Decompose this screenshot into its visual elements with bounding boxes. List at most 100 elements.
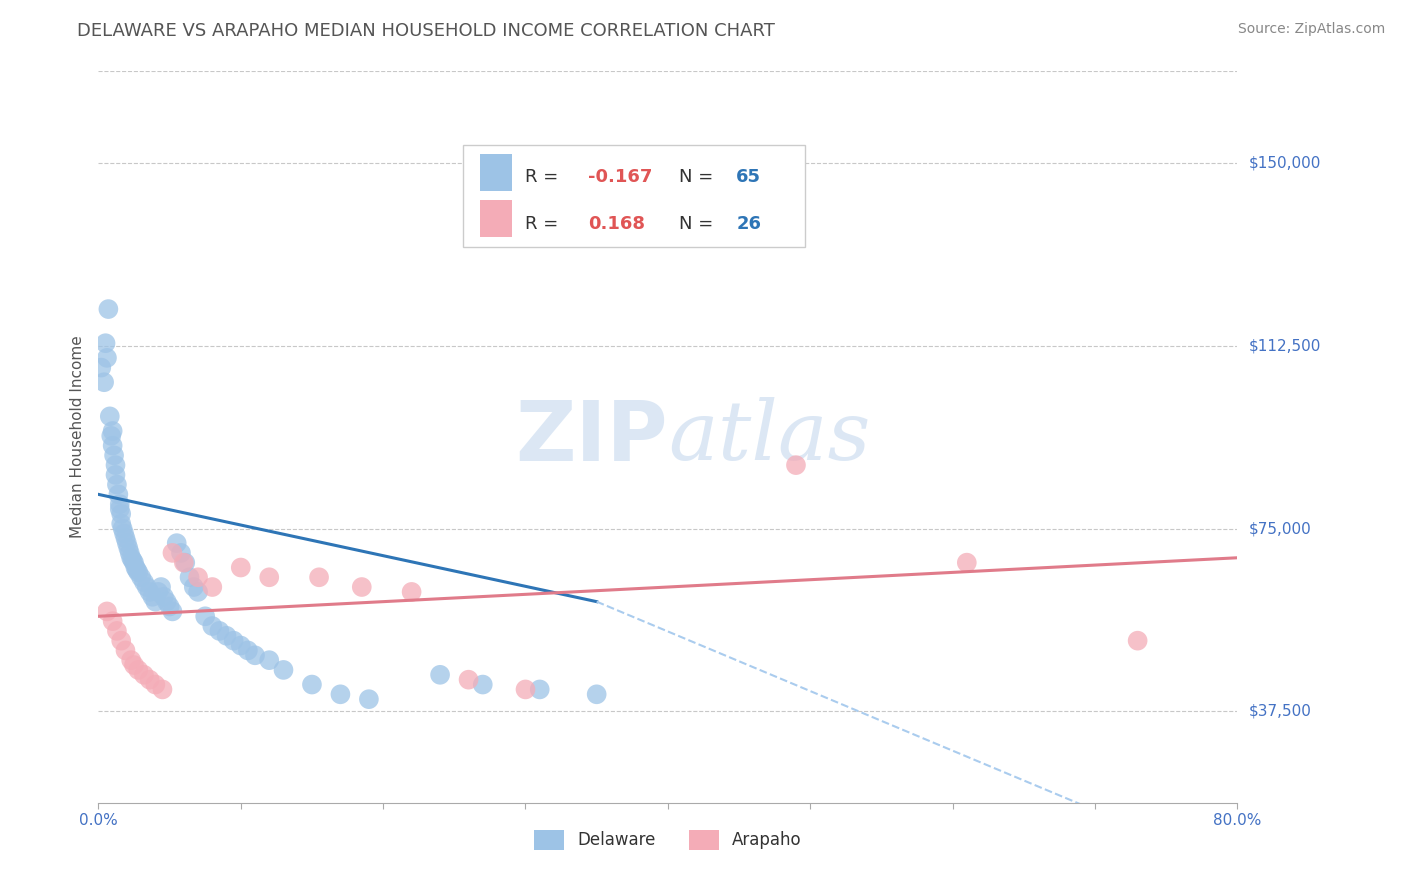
- Point: [166, 536, 188, 550]
- Point: [259, 653, 281, 667]
- Text: $112,500: $112,500: [1249, 338, 1320, 353]
- Point: [173, 556, 195, 570]
- Point: [236, 643, 259, 657]
- Point: [90, 360, 112, 375]
- Point: [170, 546, 193, 560]
- Point: [118, 546, 141, 560]
- Point: [101, 614, 124, 628]
- Point: [222, 633, 245, 648]
- Point: [329, 687, 352, 701]
- Point: [103, 448, 125, 462]
- Point: [471, 677, 494, 691]
- Point: [183, 580, 205, 594]
- Point: [145, 677, 167, 691]
- Text: -0.167: -0.167: [588, 169, 652, 186]
- Point: [107, 487, 129, 501]
- Point: [585, 687, 607, 701]
- Point: [150, 580, 173, 594]
- Point: [104, 467, 127, 482]
- Point: [208, 624, 231, 638]
- Point: [127, 663, 149, 677]
- Point: [529, 682, 551, 697]
- Point: [401, 585, 423, 599]
- Text: Source: ZipAtlas.com: Source: ZipAtlas.com: [1237, 22, 1385, 37]
- Point: [357, 692, 380, 706]
- Text: $37,500: $37,500: [1249, 704, 1312, 719]
- Point: [98, 409, 121, 424]
- Point: [121, 553, 143, 567]
- Point: [125, 563, 148, 577]
- Point: [429, 667, 451, 681]
- Point: [350, 580, 373, 594]
- Point: [308, 570, 330, 584]
- Point: [101, 439, 124, 453]
- Point: [138, 585, 160, 599]
- Point: [148, 585, 170, 599]
- Point: [127, 566, 149, 580]
- Point: [114, 531, 136, 545]
- Point: [100, 429, 122, 443]
- Text: N =: N =: [679, 215, 720, 234]
- Text: $75,000: $75,000: [1249, 521, 1312, 536]
- Point: [153, 590, 176, 604]
- Point: [138, 673, 160, 687]
- Point: [301, 677, 323, 691]
- Point: [93, 375, 115, 389]
- Point: [101, 424, 124, 438]
- Point: [132, 667, 155, 681]
- Point: [117, 541, 139, 555]
- Point: [243, 648, 266, 663]
- Point: [515, 682, 537, 697]
- Point: [194, 609, 217, 624]
- Text: DELAWARE VS ARAPAHO MEDIAN HOUSEHOLD INCOME CORRELATION CHART: DELAWARE VS ARAPAHO MEDIAN HOUSEHOLD INC…: [77, 22, 775, 40]
- Point: [201, 580, 224, 594]
- Text: ZIP: ZIP: [516, 397, 668, 477]
- Y-axis label: Median Household Income: Median Household Income: [70, 335, 86, 539]
- Point: [132, 575, 155, 590]
- Point: [956, 556, 979, 570]
- Point: [104, 458, 127, 472]
- Point: [105, 477, 128, 491]
- Point: [115, 536, 138, 550]
- Point: [201, 619, 224, 633]
- Point: [110, 516, 132, 531]
- Point: [120, 653, 142, 667]
- Point: [129, 570, 152, 584]
- Point: [162, 604, 184, 618]
- Point: [145, 594, 167, 608]
- Point: [122, 658, 145, 673]
- Bar: [479, 200, 512, 236]
- Point: [96, 604, 118, 618]
- Point: [179, 570, 201, 584]
- Text: 26: 26: [737, 215, 761, 234]
- FancyBboxPatch shape: [463, 145, 804, 247]
- Point: [785, 458, 807, 472]
- Text: N =: N =: [679, 169, 720, 186]
- Bar: [479, 154, 512, 191]
- Legend: Delaware, Arapaho: Delaware, Arapaho: [527, 823, 808, 856]
- Point: [124, 560, 146, 574]
- Point: [162, 546, 184, 560]
- Point: [122, 556, 145, 570]
- Point: [187, 570, 209, 584]
- Point: [105, 624, 128, 638]
- Point: [108, 497, 131, 511]
- Point: [174, 556, 197, 570]
- Point: [141, 590, 163, 604]
- Point: [215, 629, 238, 643]
- Point: [110, 507, 132, 521]
- Point: [159, 599, 181, 614]
- Point: [187, 585, 209, 599]
- Point: [110, 633, 132, 648]
- Point: [229, 560, 252, 574]
- Point: [114, 643, 136, 657]
- Text: 0.168: 0.168: [588, 215, 645, 234]
- Point: [229, 639, 252, 653]
- Text: R =: R =: [526, 169, 564, 186]
- Point: [156, 594, 179, 608]
- Point: [96, 351, 118, 365]
- Point: [152, 682, 174, 697]
- Point: [457, 673, 479, 687]
- Point: [135, 580, 157, 594]
- Point: [111, 521, 134, 535]
